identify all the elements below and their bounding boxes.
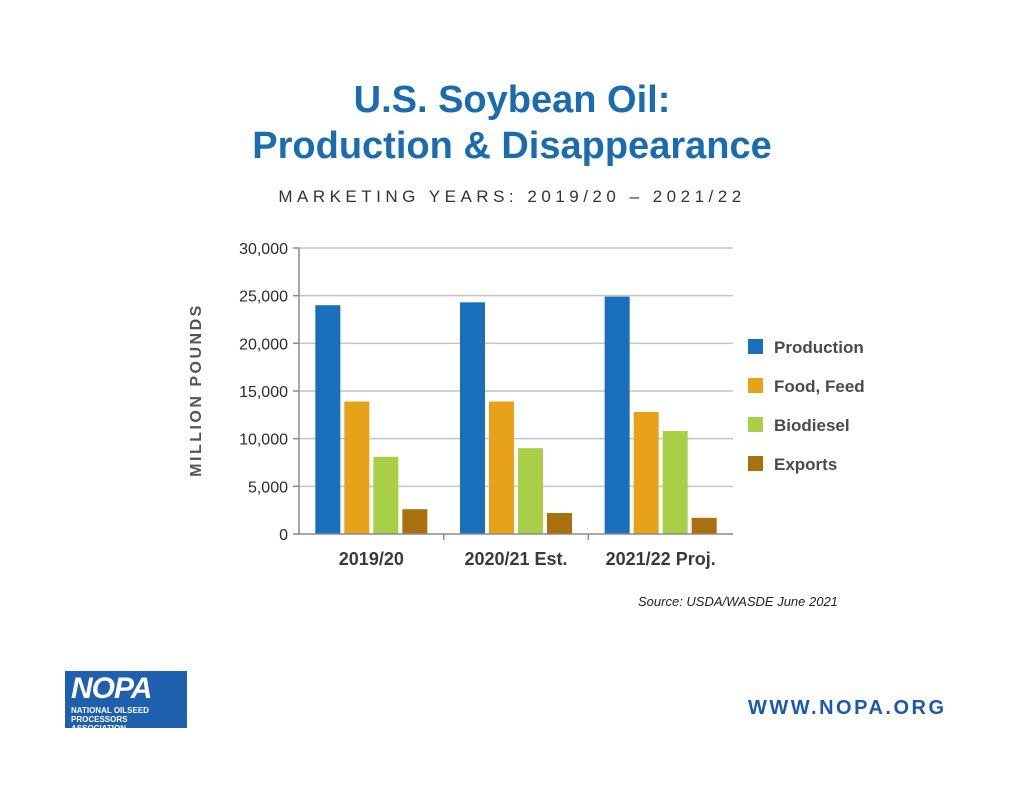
chart-title-line-1: U.S. Soybean Oil: xyxy=(353,79,671,121)
legend: Production Food, Feed Biodiesel Exports xyxy=(748,338,865,474)
bar xyxy=(460,302,485,534)
legend-swatch xyxy=(748,456,763,471)
legend-label: Biodiesel xyxy=(774,416,850,435)
source-note: Source: USDA/WASDE June 2021 xyxy=(638,594,838,609)
bar xyxy=(662,431,688,534)
bar xyxy=(373,456,399,534)
bars xyxy=(315,296,717,534)
gridlines xyxy=(299,247,733,488)
bar xyxy=(344,401,370,534)
legend-swatch xyxy=(748,417,763,432)
website-link[interactable]: WWW.NOPA.ORG xyxy=(748,697,947,719)
y-tick-label: 25,000 xyxy=(239,289,288,306)
logo-organization-name: NATIONAL OILSEED PROCESSORS ASSOCIATION xyxy=(71,706,149,733)
y-axis-label: MILLION POUNDS xyxy=(188,303,205,477)
x-tick-label: 2021/22 Proj. xyxy=(606,549,716,569)
y-tick-label: 5,000 xyxy=(248,479,288,496)
y-tick-label: 20,000 xyxy=(239,336,288,353)
legend-label: Exports xyxy=(774,455,837,474)
bar xyxy=(691,517,717,534)
axes: 0 5,000 10,000 15,000 20,000 25,000 30,000 2019… xyxy=(239,241,733,569)
legend-swatch xyxy=(748,339,763,354)
bar xyxy=(315,305,341,534)
x-tick-label: 2019/20 xyxy=(339,549,404,569)
bar xyxy=(633,411,659,534)
logo-mark: NOPA xyxy=(71,672,152,705)
nopa-logo: NOPA NATIONAL OILSEED PROCESSORS ASSOCIA… xyxy=(65,671,187,733)
y-tick-label: 15,000 xyxy=(239,384,288,401)
legend-swatch xyxy=(748,378,763,393)
y-tick-label: 0 xyxy=(279,527,288,544)
bar xyxy=(518,448,543,534)
y-tick-label: 30,000 xyxy=(239,241,288,258)
chart-title-line-2: Production & Disappearance xyxy=(252,125,772,167)
x-tick-label: 2020/21 Est. xyxy=(464,549,567,569)
bar xyxy=(604,296,630,534)
bar xyxy=(489,401,514,534)
y-tick-label: 10,000 xyxy=(239,432,288,449)
bar xyxy=(547,513,572,534)
bar xyxy=(402,509,428,534)
legend-label: Production xyxy=(774,338,864,357)
legend-label: Food, Feed xyxy=(774,377,865,396)
chart-subtitle: MARKETING YEARS: 2019/20 – 2021/22 xyxy=(278,187,746,206)
